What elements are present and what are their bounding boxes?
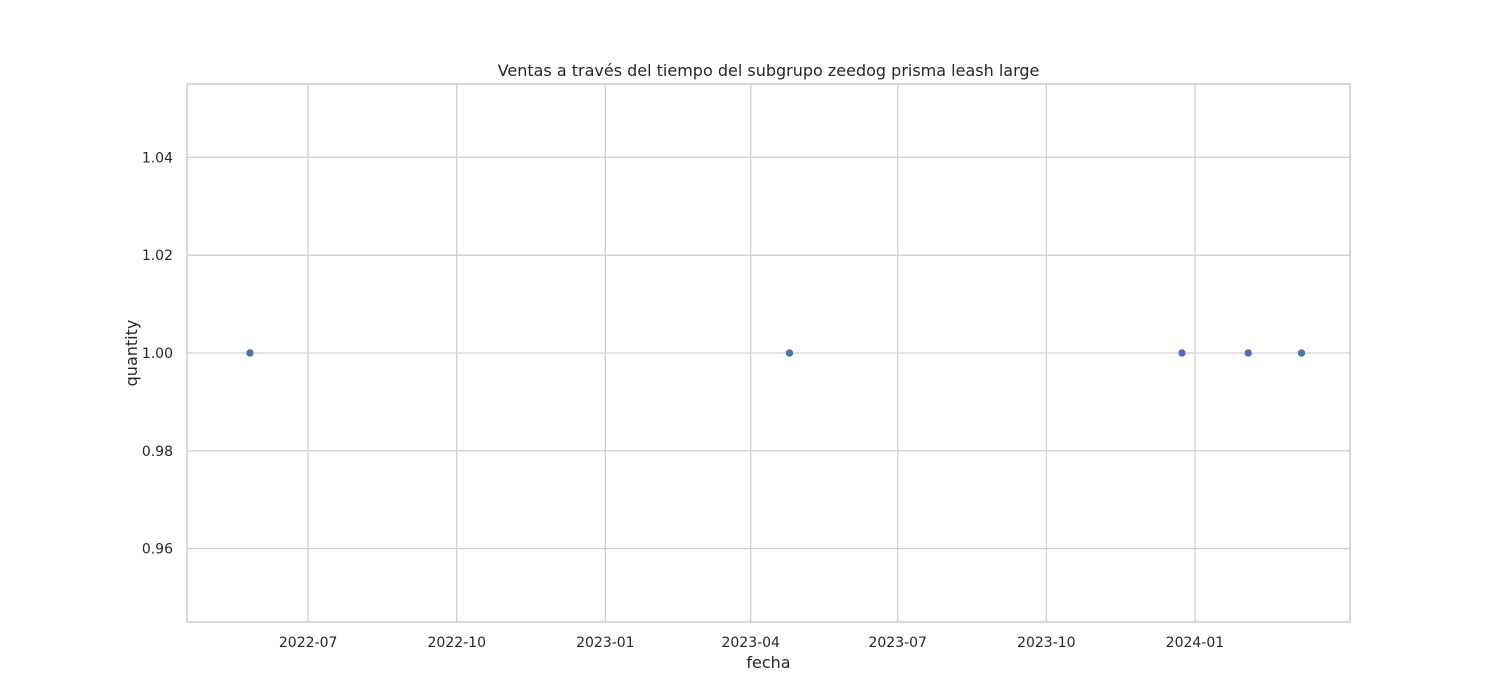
scatter-point [1243,348,1253,358]
y-axis-label: quantity [122,320,141,387]
x-tick-label: 2023-01 [576,635,635,651]
scatter-point [785,348,794,358]
x-tick-label: 2022-07 [279,635,338,651]
plot-frame [186,83,1351,623]
x-axis-label: fecha [746,653,790,672]
y-tick-label: 1.02 [142,248,173,264]
data-points [245,348,1306,358]
grid [187,84,1350,622]
y-tick-label: 0.96 [142,542,173,558]
x-tick-label: 2024-01 [1166,635,1225,651]
scatter-point [245,348,255,358]
scatter-point [1177,348,1187,358]
x-axis-ticks: 2022-07 2022-10 2023-01 2023-04 2023-07 2023-… [279,635,1224,651]
x-tick-label: 2022-10 [428,635,487,651]
y-tick-label: 1.00 [142,346,173,362]
x-tick-label: 2023-10 [1017,635,1076,651]
scatter-point [1297,348,1306,358]
x-tick-label: 2023-07 [868,635,927,651]
y-tick-label: 1.04 [142,150,173,166]
x-tick-label: 2023-04 [721,635,780,651]
y-tick-label: 0.98 [142,444,173,460]
y-axis-ticks: 0.96 0.98 1.00 1.02 1.04 [142,150,173,557]
chart-title: Ventas a través del tiempo del subgrupo … [498,61,1040,80]
